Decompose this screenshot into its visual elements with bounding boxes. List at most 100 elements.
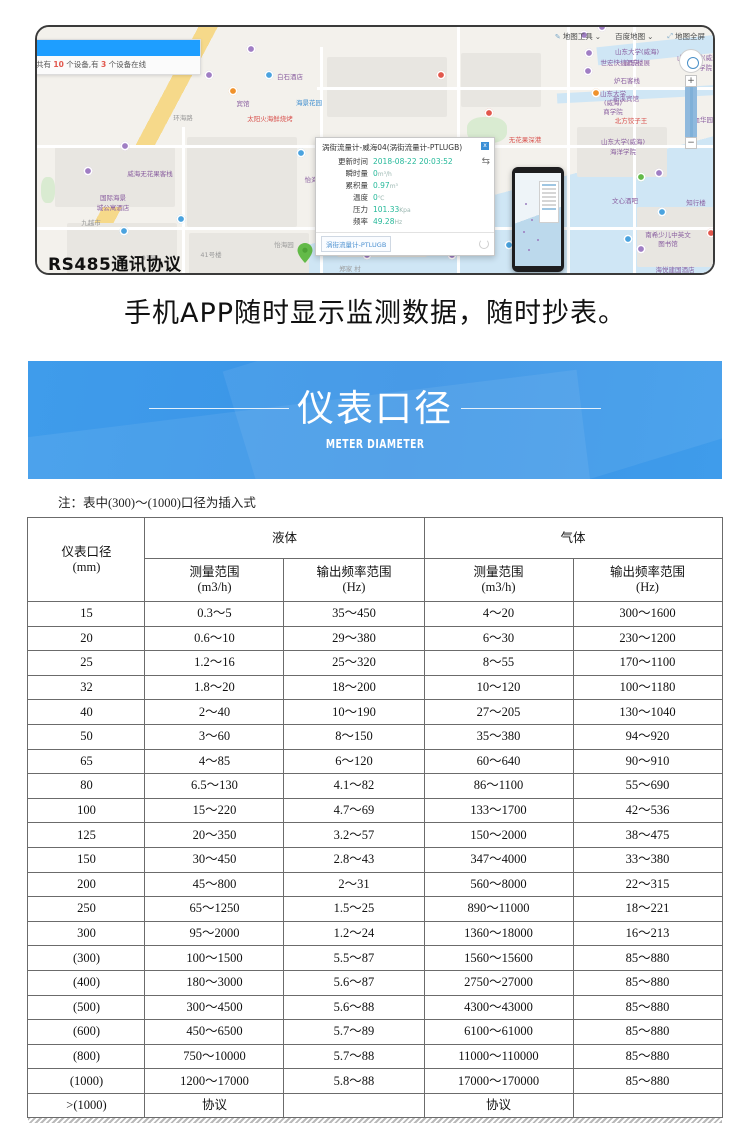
map-green-area bbox=[41, 177, 55, 203]
data-value: 2018-08-22 20:03:52 bbox=[368, 156, 453, 168]
device-total-count: 10 bbox=[53, 60, 64, 69]
cell-liquid-frequency: 1.2～24 bbox=[283, 920, 425, 947]
map-poi-marker[interactable] bbox=[584, 48, 594, 58]
banner-rule-left bbox=[149, 407, 289, 409]
map-label: 41号楼 bbox=[200, 251, 222, 259]
map-label: 北方饺子王 bbox=[614, 117, 648, 125]
map-label: 郑家 村 bbox=[339, 265, 361, 273]
map-poi-marker[interactable] bbox=[484, 108, 494, 118]
map-poi-marker[interactable] bbox=[296, 148, 306, 158]
popup-footer: 涡街流量计-PTLUGB bbox=[316, 232, 494, 255]
cell-gas-frequency: 22～315 bbox=[572, 871, 723, 898]
map-label: 南希少儿中英文 bbox=[645, 231, 691, 239]
loading-spinner-icon bbox=[479, 239, 489, 249]
table-row: (800) 750～10000 5.7～88 11000～110000 85～880 bbox=[27, 1043, 723, 1070]
cell-liquid-range: 4～85 bbox=[144, 748, 285, 775]
zoom-out-button[interactable]: − bbox=[685, 137, 697, 149]
map-poi-marker[interactable] bbox=[204, 70, 214, 80]
cell-gas-range: 86～1100 bbox=[423, 773, 574, 799]
cell-gas-frequency: 94～920 bbox=[572, 723, 723, 750]
pan-control-icon[interactable] bbox=[679, 49, 703, 73]
cell-gas-frequency: 85～880 bbox=[572, 969, 723, 996]
map-poi-marker[interactable] bbox=[119, 226, 129, 236]
swap-icon[interactable]: ⇆ bbox=[481, 156, 490, 167]
map-poi-marker[interactable] bbox=[654, 168, 664, 178]
map-poi-marker[interactable] bbox=[228, 86, 238, 96]
map-toolbar[interactable]: ✎ 地图工具 ⌄ 百度地图 ⌄ ⤢ 地图全屏 bbox=[555, 31, 705, 42]
map-label: 炉石客栈 bbox=[614, 77, 640, 85]
zoom-slider[interactable]: + − bbox=[685, 75, 697, 149]
value-number: 0 bbox=[373, 169, 378, 178]
cell-gas-range: 133～1700 bbox=[423, 797, 574, 824]
map-poi-marker[interactable] bbox=[83, 166, 93, 176]
map-poi-marker[interactable] bbox=[636, 244, 646, 254]
map-road bbox=[317, 87, 713, 90]
data-value: 0m³/h bbox=[368, 168, 392, 180]
cell-gas-range: 150～2000 bbox=[423, 822, 574, 848]
map-poi-marker[interactable] bbox=[706, 228, 713, 238]
map-poi-marker[interactable] bbox=[436, 70, 446, 80]
table-header-row-1: 仪表口径 (mm) 液体 气体 bbox=[27, 517, 723, 602]
map-poi-marker[interactable] bbox=[623, 234, 633, 244]
map-pin-icon[interactable] bbox=[297, 243, 313, 263]
baidu-map-button[interactable]: 百度地图 ⌄ bbox=[615, 31, 653, 42]
data-key: 压力 bbox=[353, 205, 368, 214]
table-row: 80 6.5～130 4.1～82 86～1100 55～690 bbox=[27, 773, 723, 799]
cell-gas-range: 27～205 bbox=[423, 699, 574, 725]
value-number: 101.33 bbox=[373, 205, 400, 214]
cell-gas-range: 60～640 bbox=[423, 748, 574, 775]
map-block bbox=[461, 53, 541, 107]
cell-liquid-frequency: 5.7～88 bbox=[283, 1043, 425, 1070]
header-line1: 测量范围 bbox=[189, 565, 240, 579]
header-group-liquid: 液体 bbox=[144, 517, 425, 559]
map-label: 太阳火海鲜烧烤 bbox=[247, 115, 293, 123]
cell-liquid-frequency: 5.5～87 bbox=[283, 945, 425, 971]
cell-gas-frequency: 33～380 bbox=[572, 846, 723, 873]
map-poi-marker[interactable] bbox=[504, 240, 514, 250]
value-unit: Kpa bbox=[399, 207, 411, 214]
map-poi-marker[interactable] bbox=[579, 30, 589, 40]
cell-diameter: (1000) bbox=[27, 1068, 146, 1094]
map-poi-marker[interactable] bbox=[246, 44, 256, 54]
device-tag-button[interactable]: 涡街流量计-PTLUGB bbox=[321, 236, 392, 252]
cell-gas-frequency: 300～1600 bbox=[572, 601, 723, 627]
cell-diameter: 150 bbox=[27, 846, 146, 873]
map-poi-marker[interactable] bbox=[657, 207, 667, 217]
map-fullscreen-button[interactable]: ⤢ 地图全屏 bbox=[667, 31, 705, 42]
map-label: 白石酒店 bbox=[277, 73, 303, 81]
map-poi-marker[interactable] bbox=[176, 214, 186, 224]
value-unit: m³/h bbox=[377, 171, 392, 178]
map-tools-button[interactable]: ✎ 地图工具 ⌄ bbox=[555, 31, 601, 42]
map-poi-marker[interactable] bbox=[264, 70, 274, 80]
map-tools-label: 地图工具 bbox=[562, 32, 593, 41]
map-label: 山东大学(威海) bbox=[614, 48, 660, 56]
map-poi-marker[interactable] bbox=[636, 172, 646, 182]
cell-diameter: 80 bbox=[27, 773, 146, 799]
cell-liquid-range: 3～60 bbox=[144, 723, 285, 750]
map-poi-marker[interactable] bbox=[120, 141, 130, 151]
map-poi-marker[interactable] bbox=[591, 88, 601, 98]
map-label: 环海路 bbox=[173, 114, 193, 122]
device-info-popup[interactable]: 涡街流量计-威海04(涡街流量计-PTLUGB) x ⇆ 更新时间 2018-0… bbox=[315, 137, 495, 256]
device-status-panel[interactable]: 共有 10 个设备,有 3 个设备在线 bbox=[37, 39, 201, 75]
value-unit: Hz bbox=[394, 219, 403, 226]
data-value: 0℃ bbox=[368, 192, 385, 204]
zoom-in-button[interactable]: + bbox=[685, 75, 697, 87]
map-zoom-controls[interactable]: + − bbox=[679, 49, 703, 149]
cell-gas-frequency: 55～690 bbox=[572, 773, 723, 799]
value-number: 2018-08-22 20:03:52 bbox=[373, 157, 453, 166]
data-key: 温度 bbox=[353, 193, 368, 202]
table-row: 32 1.8～20 18～200 10～120 100～1180 bbox=[27, 674, 723, 701]
close-icon[interactable]: x bbox=[481, 142, 489, 150]
value-unit: ℃ bbox=[377, 195, 385, 202]
map-poi-marker[interactable] bbox=[597, 27, 607, 32]
cell-gas-range: 11000～110000 bbox=[423, 1043, 574, 1070]
cell-liquid-range: 65～1250 bbox=[144, 896, 285, 922]
zoom-track[interactable] bbox=[689, 87, 693, 137]
data-key: 频率 bbox=[353, 217, 368, 226]
app-headline: 手机APP随时显示监测数据，随时抄表。 bbox=[123, 298, 627, 329]
header-line1: 仪表口径 bbox=[61, 544, 112, 559]
table-row: (600) 450～6500 5.7～89 6100～61000 85～880 bbox=[27, 1019, 723, 1045]
map-poi-marker[interactable] bbox=[583, 66, 593, 76]
popup-title: 涡街流量计-威海04(涡街流量计-PTLUGB) bbox=[322, 143, 463, 152]
